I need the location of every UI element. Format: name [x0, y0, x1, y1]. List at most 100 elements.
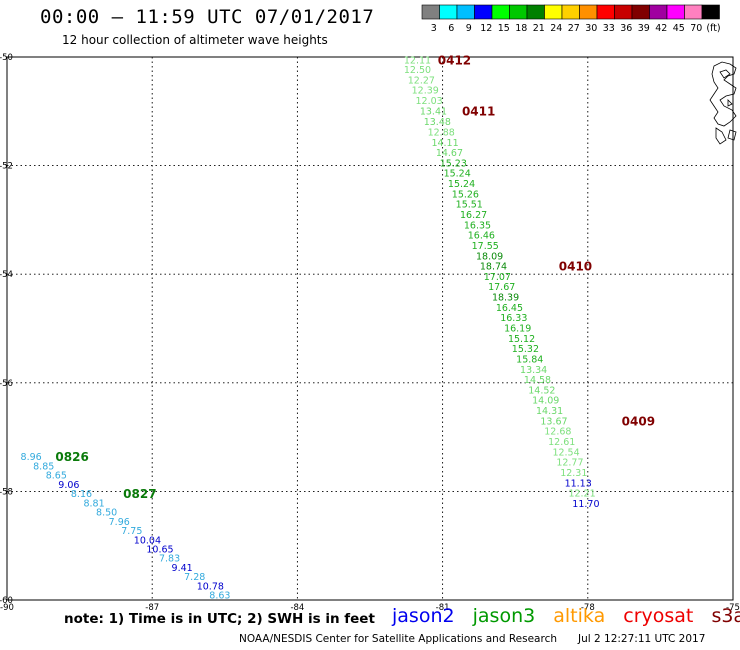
wave-height-value: 12.88 — [428, 127, 455, 138]
wave-height-value: 15.26 — [452, 189, 479, 200]
wave-height-value: 16.27 — [460, 210, 487, 221]
axis-tick-labels: -90 -87 -84 -81 -78 -75 -50 -52 -54 -56 -58 -60 — [0, 53, 740, 613]
wave-height-value: 11.70 — [572, 499, 599, 510]
wave-height-value: 16.35 — [464, 220, 491, 231]
colorbar-swatch — [701, 4, 720, 20]
colorbar-swatch — [421, 4, 440, 20]
wave-height-value: 9.06 — [58, 480, 79, 491]
wave-height-value: 8.50 — [96, 508, 117, 519]
colorbar-unit: (ft) — [706, 23, 720, 34]
wave-height-value: 16.45 — [496, 303, 523, 314]
colorbar-label: 33 — [603, 23, 615, 34]
wave-height-value: 16.19 — [504, 324, 531, 335]
colorbar-label: 36 — [620, 23, 632, 34]
lat-tick-label: -50 — [0, 53, 13, 63]
legend-jason2: jason2 — [392, 605, 455, 627]
colorbar: 3 6 9 12 15 18 21 24 27 30 33 36 39 42 45 70 (ft) — [421, 4, 721, 34]
plot-border — [6, 56, 734, 601]
wave-height-value: 17.55 — [472, 241, 499, 252]
lat-lon-grid — [7, 57, 733, 600]
colorbar-swatch — [614, 4, 633, 20]
wave-height-value: 15.24 — [444, 169, 471, 180]
wave-height-value: 12.03 — [415, 96, 442, 107]
lon-tick-label: -75 — [726, 603, 740, 613]
footnote: note: 1) Time is in UTC; 2) SWH is in fe… — [64, 611, 375, 627]
colorbar-label: 15 — [498, 23, 510, 34]
pass-time-label: 0411 — [462, 104, 495, 118]
coastline-shape — [709, 61, 737, 145]
colorbar-label: 9 — [466, 23, 472, 34]
colorbar-label: 30 — [585, 23, 597, 34]
colorbar-swatch — [509, 4, 528, 20]
wave-height-value: 14.67 — [436, 148, 463, 159]
wave-height-value: 17.07 — [484, 272, 511, 283]
wave-height-value: 17.67 — [488, 282, 515, 293]
lat-tick-label: -56 — [0, 379, 13, 389]
wave-height-value: 8.81 — [83, 498, 104, 509]
colorbar-swatch — [544, 4, 563, 20]
lat-tick-label: -52 — [0, 162, 13, 172]
wave-height-value: 16.33 — [500, 313, 527, 324]
colorbar-swatch — [474, 4, 493, 20]
colorbar-swatch — [561, 4, 580, 20]
satellite-legend: jason2 jason3 altika cryosat s3a — [392, 605, 740, 627]
wave-height-value: 15.32 — [512, 344, 539, 355]
legend-cryosat: cryosat — [623, 605, 694, 627]
colorbar-label: 21 — [533, 23, 545, 34]
generated-timestamp: Jul 2 12:27:11 UTC 2017 — [578, 633, 706, 645]
colorbar-label: 39 — [638, 23, 650, 34]
wave-height-value: 12.50 — [404, 65, 431, 76]
map-subtitle: 12 hour collection of altimeter wave hei… — [62, 33, 328, 47]
wave-height-value: 12.39 — [412, 86, 439, 97]
wave-height-value: 12.68 — [544, 427, 571, 438]
wave-height-value: 14.58 — [524, 375, 551, 386]
pass-time-label: 0826 — [55, 450, 88, 464]
colorbar-label: 12 — [480, 23, 492, 34]
lat-tick-label: -54 — [0, 270, 13, 280]
pass-time-label: 0410 — [559, 260, 592, 274]
wave-height-value: 14.52 — [528, 385, 555, 396]
wave-height-value: 10.78 — [197, 581, 224, 592]
wave-height-value: 10.65 — [146, 545, 173, 556]
legend-altika: altika — [553, 605, 606, 627]
wave-height-value: 15.23 — [440, 158, 467, 169]
colorbar-swatch — [596, 4, 615, 20]
wave-height-value: 8.96 — [21, 452, 42, 463]
colorbar-swatch — [456, 4, 475, 20]
wave-height-value: 7.28 — [184, 572, 205, 583]
lon-tick-label: -90 — [0, 603, 14, 613]
wave-height-value: 7.96 — [109, 517, 130, 528]
pass-time-label: 0827 — [123, 487, 156, 501]
legend-s3a: s3a — [711, 605, 740, 627]
wave-height-value: 8.63 — [209, 591, 230, 602]
wave-height-value: 15.12 — [508, 334, 535, 345]
colorbar-swatch — [439, 4, 458, 20]
wave-height-value: 13.34 — [520, 365, 547, 376]
wave-height-value: 15.84 — [516, 354, 543, 365]
wave-height-value: 7.83 — [159, 554, 180, 565]
map-title: 00:00 – 11:59 UTC 07/01/2017 — [40, 6, 375, 28]
wave-height-value: 13.67 — [540, 416, 567, 427]
wave-height-value: 18.09 — [476, 251, 503, 262]
wave-height-value: 12.27 — [408, 75, 435, 86]
wave-height-value: 8.65 — [46, 471, 67, 482]
wave-height-value: 14.09 — [532, 396, 559, 407]
wave-height-value: 11.13 — [565, 478, 592, 489]
lon-tick-label: -81 — [436, 603, 450, 613]
wave-height-value: 9.41 — [172, 563, 193, 574]
wave-height-value: 15.51 — [456, 200, 483, 211]
wave-height-value: 16.46 — [468, 231, 495, 242]
pass-time-label: 0412 — [438, 53, 471, 67]
lon-tick-label: -78 — [581, 603, 595, 613]
colorbar-label: 42 — [655, 23, 667, 34]
colorbar-label: 3 — [431, 23, 437, 34]
wave-height-value: 14.11 — [431, 138, 458, 149]
wave-height-value: 12.21 — [568, 489, 595, 500]
wave-height-value: 12.61 — [548, 437, 575, 448]
colorbar-swatch — [649, 4, 668, 20]
colorbar-label: 6 — [448, 23, 454, 34]
colorbar-swatch — [579, 4, 598, 20]
map-frame — [6, 56, 734, 601]
wave-height-value: 10.04 — [134, 535, 161, 546]
